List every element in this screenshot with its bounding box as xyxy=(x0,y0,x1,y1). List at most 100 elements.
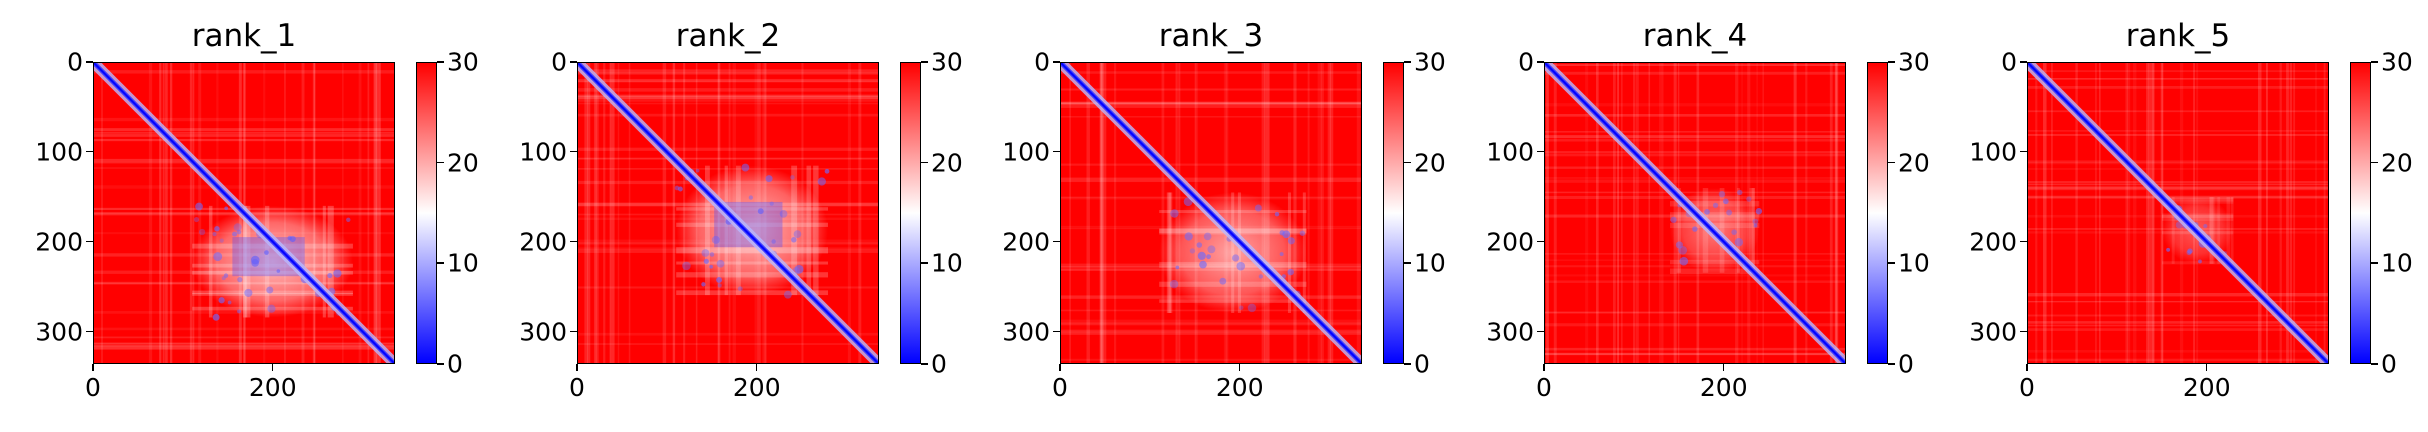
heatmap-streak xyxy=(1329,63,1334,363)
colorbar-tick-label: 30 xyxy=(447,47,479,77)
contact-band xyxy=(1676,188,1681,273)
colorbar-tick-label: 30 xyxy=(1414,47,1446,77)
heatmap-svg xyxy=(94,63,394,363)
heatmap-streak xyxy=(2293,63,2296,363)
contact-dot xyxy=(1279,252,1284,257)
colorbar-tick xyxy=(2371,161,2378,164)
contact-dot xyxy=(1203,232,1212,241)
heatmap-streak xyxy=(148,63,153,363)
colorbar-tick-label: 30 xyxy=(931,47,963,77)
contact-dot xyxy=(2203,223,2208,229)
colorbar-tick xyxy=(1404,262,1411,264)
heatmap-streak xyxy=(578,157,878,160)
heatmap-streak xyxy=(578,343,878,345)
contact-band xyxy=(192,271,353,275)
heatmap-streak xyxy=(2035,63,2038,363)
heatmap-streak xyxy=(578,72,878,75)
colorbar-tick-label: 10 xyxy=(931,248,963,278)
y-tick xyxy=(1537,150,1544,153)
heatmap-streak xyxy=(1613,63,1616,363)
contact-dot xyxy=(2198,259,2202,264)
y-tick-label: 300 xyxy=(1486,317,1534,347)
contact-band xyxy=(704,165,710,296)
heatmap-streak xyxy=(1320,63,1323,363)
panel-title: rank_1 xyxy=(191,18,297,54)
contact-dot xyxy=(1207,245,1216,254)
heatmap-streak xyxy=(94,185,394,189)
heatmap-streak xyxy=(1545,166,1845,169)
heatmap-streak xyxy=(610,63,614,363)
y-tick-label: 0 xyxy=(1034,47,1050,77)
contact-band xyxy=(1749,188,1755,273)
contact-dot xyxy=(791,237,797,243)
contact-band xyxy=(724,165,728,296)
heatmap-streak xyxy=(578,113,878,117)
heatmap-panel: rank_1 0 200 0 100 200 300 0 10 20 30 xyxy=(35,0,493,432)
heatmap-streak xyxy=(1545,179,1845,183)
contact-dot xyxy=(1731,229,1737,235)
heatmap-streak xyxy=(847,63,851,363)
heatmap-streak xyxy=(1307,63,1310,363)
heatmap-streak xyxy=(2028,85,2328,89)
contact-dot xyxy=(219,238,224,243)
contact-band xyxy=(2217,196,2221,264)
contact-dot xyxy=(193,217,200,223)
heatmap-streak xyxy=(94,167,394,169)
contact-band xyxy=(1159,261,1307,268)
diagonal-core xyxy=(578,63,878,363)
heatmap-panel: rank_5 0 200 0 100 200 300 0 10 20 30 xyxy=(1969,0,2427,432)
heatmap-streak xyxy=(1545,274,1845,277)
heatmap-streak xyxy=(2265,63,2268,363)
heatmap-streak xyxy=(94,342,394,345)
heatmap-streak xyxy=(94,343,394,347)
contact-dot xyxy=(244,288,253,297)
contact-dot xyxy=(1746,196,1752,202)
heatmap-streak xyxy=(2028,324,2328,327)
contact-dot xyxy=(218,297,225,304)
heatmap-streak xyxy=(2323,63,2326,363)
heatmap-streak xyxy=(1086,63,1090,363)
contact-dot xyxy=(1712,202,1719,208)
contact-dot xyxy=(682,261,691,271)
heatmap-streak xyxy=(1061,322,1361,325)
heatmap-streak xyxy=(1099,63,1103,363)
heatmap-streak xyxy=(662,63,667,363)
diagonal-core xyxy=(94,63,394,363)
contact-dot xyxy=(251,259,259,267)
contact-dot xyxy=(769,201,774,206)
contact-dot xyxy=(1199,260,1207,269)
y-tick-label: 100 xyxy=(1486,137,1534,167)
heatmap-streak xyxy=(578,94,878,98)
heatmap-streak xyxy=(672,63,676,363)
contact-band xyxy=(322,205,326,318)
heatmap-streak xyxy=(578,80,878,83)
y-tick xyxy=(1053,240,1060,243)
heatmap-streak xyxy=(2289,63,2293,363)
contact-band xyxy=(208,205,213,318)
contact-dot xyxy=(1675,241,1683,249)
x-tick xyxy=(1238,364,1241,371)
y-tick xyxy=(1053,61,1060,63)
y-tick-label: 200 xyxy=(35,227,83,257)
colorbar-tick xyxy=(1888,61,1895,63)
heatmap-streak xyxy=(2028,195,2328,198)
heatmap-streak xyxy=(2028,110,2328,113)
contact-band xyxy=(192,290,353,294)
heatmap-streak xyxy=(2125,63,2128,363)
colorbar-tick-label: 30 xyxy=(1898,47,1930,77)
heatmap-panel: rank_3 0 200 0 100 200 300 0 10 20 30 xyxy=(1002,0,1460,432)
heatmap-panel: rank_2 0 200 0 100 200 300 0 10 20 30 xyxy=(519,0,977,432)
contact-dot xyxy=(716,276,723,283)
heatmap-streak xyxy=(1545,131,1845,133)
y-tick xyxy=(2020,330,2027,333)
contact-dot xyxy=(2166,247,2171,252)
contact-dot xyxy=(1169,279,1179,289)
heatmap-streak xyxy=(2257,63,2262,363)
heatmap-streak xyxy=(1061,102,1361,105)
x-tick xyxy=(2205,364,2208,371)
contact-dot xyxy=(709,264,714,269)
y-tick xyxy=(1537,61,1544,63)
heatmap-streak xyxy=(1834,63,1839,363)
colorbar xyxy=(900,62,921,364)
